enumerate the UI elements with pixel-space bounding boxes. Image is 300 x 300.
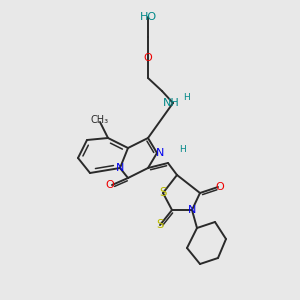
Text: NH: NH xyxy=(163,98,179,108)
Text: O: O xyxy=(106,180,114,190)
Text: CH₃: CH₃ xyxy=(91,115,109,125)
Text: S: S xyxy=(156,218,164,232)
Text: O: O xyxy=(144,53,152,63)
Text: N: N xyxy=(116,163,124,173)
Text: H: H xyxy=(178,146,185,154)
Text: H: H xyxy=(183,92,189,101)
Text: HO: HO xyxy=(140,12,157,22)
Text: S: S xyxy=(159,187,167,200)
Text: N: N xyxy=(188,205,196,215)
Text: N: N xyxy=(156,148,164,158)
Text: O: O xyxy=(216,182,224,192)
